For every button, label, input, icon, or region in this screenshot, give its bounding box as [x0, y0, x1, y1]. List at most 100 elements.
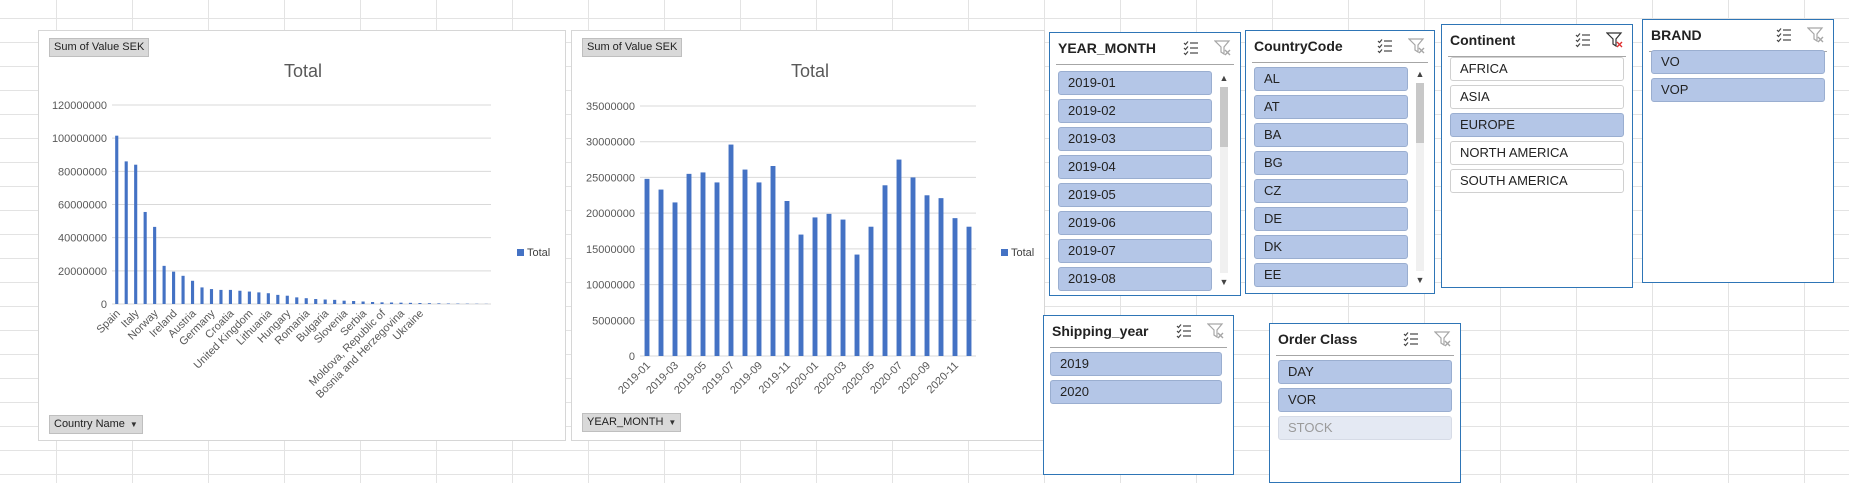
slicer-item[interactable]: 2019-07 [1058, 239, 1212, 263]
scroll-thumb[interactable] [1220, 87, 1228, 147]
bar[interactable] [229, 290, 232, 304]
bar[interactable] [715, 182, 720, 356]
clear-filter-icon[interactable] [1214, 39, 1232, 57]
multi-select-icon[interactable] [1402, 330, 1420, 348]
slicer-item[interactable]: 2019-05 [1058, 183, 1212, 207]
multi-select-icon[interactable] [1182, 39, 1200, 57]
slicer-item[interactable]: AL [1254, 67, 1408, 91]
bar[interactable] [827, 214, 832, 356]
multi-select-icon[interactable] [1175, 322, 1193, 340]
scroll-thumb[interactable] [1416, 83, 1424, 143]
slicer-item[interactable]: AFRICA [1450, 57, 1624, 81]
bar[interactable] [428, 303, 431, 304]
multi-select-icon[interactable] [1574, 31, 1592, 49]
slicer-item[interactable]: NORTH AMERICA [1450, 141, 1624, 165]
bar[interactable] [437, 303, 440, 304]
axis-field-button[interactable]: YEAR_MONTH▼ [582, 413, 681, 432]
slicer-item[interactable]: 2019-06 [1058, 211, 1212, 235]
bar[interactable] [257, 292, 260, 304]
slicer-item[interactable]: VO [1651, 50, 1825, 74]
bar[interactable] [153, 227, 156, 304]
bar[interactable] [953, 218, 958, 356]
slicer-item[interactable]: 2019-08 [1058, 267, 1212, 291]
bar[interactable] [343, 301, 346, 304]
slicer-item[interactable]: ASIA [1450, 85, 1624, 109]
bar[interactable] [743, 170, 748, 356]
slicer-item[interactable]: 2019-01 [1058, 71, 1212, 95]
clear-filter-icon[interactable] [1807, 26, 1825, 44]
slicer-item[interactable]: SOUTH AMERICA [1450, 169, 1624, 193]
scroll-down-icon[interactable]: ▼ [1217, 275, 1231, 289]
bar[interactable] [409, 303, 412, 304]
bar[interactable] [191, 281, 194, 304]
slicer-scrollbar[interactable]: ▲▼ [1217, 71, 1231, 289]
slicer-item[interactable]: 2020 [1050, 380, 1222, 404]
bar[interactable] [371, 302, 374, 304]
slicer-item[interactable]: 2019-03 [1058, 127, 1212, 151]
bar[interactable] [305, 298, 308, 304]
slicer-item[interactable]: DK [1254, 235, 1408, 259]
bar[interactable] [200, 287, 203, 304]
bar[interactable] [219, 290, 222, 304]
bar[interactable] [729, 145, 734, 356]
slicer-item[interactable]: VOP [1651, 78, 1825, 102]
bar[interactable] [418, 303, 421, 304]
bar[interactable] [757, 182, 762, 356]
bar[interactable] [771, 166, 776, 356]
bar[interactable] [125, 161, 128, 304]
slicer-item[interactable]: 2019-02 [1058, 99, 1212, 123]
multi-select-icon[interactable] [1376, 37, 1394, 55]
scroll-down-icon[interactable]: ▼ [1413, 273, 1427, 287]
bar[interactable] [267, 293, 270, 304]
bar[interactable] [172, 272, 175, 304]
bar[interactable] [380, 302, 383, 304]
bar[interactable] [333, 300, 336, 304]
slicer-item[interactable]: BA [1254, 123, 1408, 147]
slicer-item[interactable]: BG [1254, 151, 1408, 175]
slicer-item[interactable]: DE [1254, 207, 1408, 231]
bar[interactable] [939, 198, 944, 356]
bar[interactable] [687, 174, 692, 356]
bar[interactable] [659, 190, 664, 356]
slicer-item[interactable]: DAY [1278, 360, 1452, 384]
bar[interactable] [276, 295, 279, 304]
bar[interactable] [883, 185, 888, 356]
slicer-item[interactable]: 2019 [1050, 352, 1222, 376]
multi-select-icon[interactable] [1775, 26, 1793, 44]
bar[interactable] [286, 296, 289, 304]
bar[interactable] [813, 217, 818, 356]
bar[interactable] [324, 300, 327, 304]
bar[interactable] [869, 227, 874, 356]
scroll-up-icon[interactable]: ▲ [1413, 67, 1427, 81]
clear-filter-icon[interactable] [1408, 37, 1426, 55]
bar[interactable] [390, 303, 393, 304]
bar[interactable] [701, 172, 706, 356]
bar[interactable] [163, 266, 166, 304]
slicer-item[interactable]: STOCK [1278, 416, 1452, 440]
slicer-scrollbar[interactable]: ▲▼ [1413, 67, 1427, 287]
bar[interactable] [181, 276, 184, 304]
bar[interactable] [785, 201, 790, 356]
slicer-item[interactable]: 2019-04 [1058, 155, 1212, 179]
bar[interactable] [352, 301, 355, 304]
bar[interactable] [841, 220, 846, 356]
bar[interactable] [911, 177, 916, 356]
clear-filter-icon[interactable] [1606, 31, 1624, 49]
bar[interactable] [673, 202, 678, 356]
clear-filter-icon[interactable] [1434, 330, 1452, 348]
bar[interactable] [295, 297, 298, 304]
slicer-item[interactable]: EUROPE [1450, 113, 1624, 137]
bar[interactable] [210, 289, 213, 304]
slicer-item[interactable]: AT [1254, 95, 1408, 119]
bar[interactable] [925, 195, 930, 356]
bar[interactable] [897, 160, 902, 356]
bar[interactable] [115, 136, 118, 304]
bar[interactable] [314, 299, 317, 304]
bar[interactable] [645, 179, 650, 356]
bar[interactable] [399, 303, 402, 304]
